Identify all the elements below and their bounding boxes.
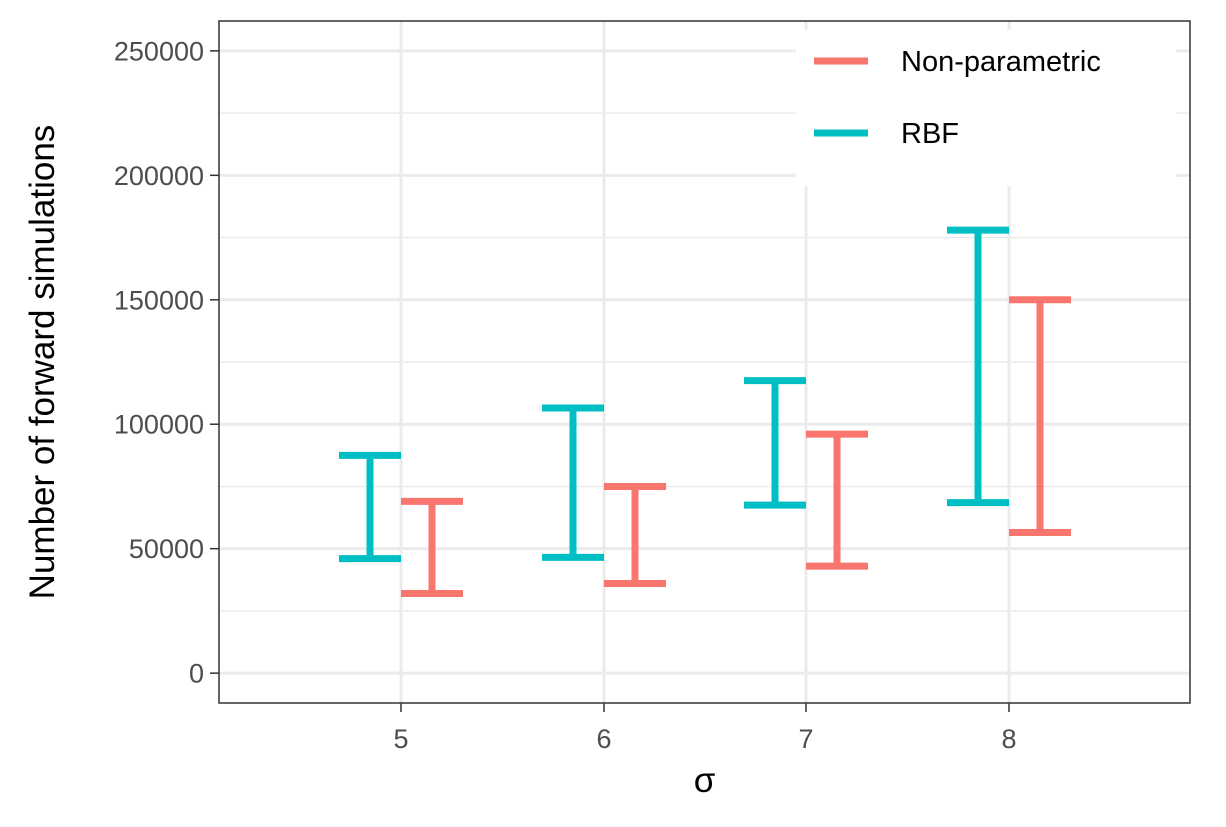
y-tick-label: 250000 (114, 36, 204, 66)
y-axis: 0 50000 100000 150000 200000 250000 (114, 36, 219, 689)
errorbar-rbf (542, 404, 604, 561)
x-axis-title: σ (694, 761, 716, 800)
y-tick-label: 50000 (129, 534, 204, 564)
errorbar-non-parametric (604, 482, 666, 588)
x-tick-label: 5 (393, 724, 408, 754)
x-axis: 5 6 7 8 (393, 703, 1017, 754)
errorbar-non-parametric (806, 430, 868, 570)
plot-panel-border (218, 20, 1191, 704)
legend-label: RBF (901, 118, 959, 150)
errorbar-non-parametric (401, 497, 463, 597)
legend-background (796, 30, 1176, 186)
errorbar-rbf (339, 451, 401, 563)
legend-label: Non-parametric (901, 46, 1101, 78)
errorbar-rbf (947, 226, 1009, 507)
y-tick-label: 0 (189, 659, 204, 689)
error-bars (339, 226, 1071, 597)
y-tick-label: 150000 (114, 285, 204, 315)
x-tick-label: 8 (1001, 724, 1016, 754)
y-axis-title: Number of forward simulations (23, 125, 62, 600)
errorbar-non-parametric (1009, 296, 1071, 536)
legend: Non-parametric RBF (796, 30, 1176, 186)
x-tick-label: 6 (596, 724, 611, 754)
minor-gridlines (219, 112, 1190, 612)
x-tick-label: 7 (798, 724, 813, 754)
errorbar-rbf (744, 377, 806, 509)
y-tick-label: 100000 (114, 410, 204, 440)
y-tick-label: 200000 (114, 161, 204, 191)
